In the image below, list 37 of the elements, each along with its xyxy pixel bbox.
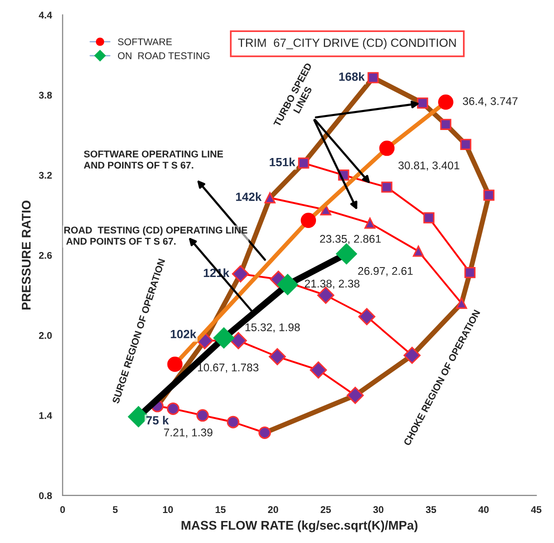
data-label: 7.21, 1.39: [164, 428, 212, 438]
data-label: 23.35, 2.861: [320, 234, 381, 244]
x-tick-label: 35: [426, 506, 436, 514]
y-tick-label: 1.4: [39, 412, 52, 419]
y-axis-title: PRESSURE RATIO: [22, 200, 31, 310]
series-label: 168k: [339, 72, 365, 81]
y-tick-label: 4.4: [38, 12, 52, 18]
x-tick-label: 15: [216, 506, 226, 514]
series-label: 142k: [236, 192, 262, 201]
y-tick-label: 3.2: [38, 172, 52, 179]
x-tick-label: 40: [478, 506, 489, 514]
data-label: 26.97, 2.61: [358, 267, 413, 276]
series-label: 151k: [270, 158, 296, 166]
annotation: ROAD TESTING (CD) OPERATING LINE AND POINTS OF T S 67.: [64, 226, 248, 245]
legend-label: SOFTWARE: [118, 38, 172, 46]
x-tick-label: 25: [320, 506, 331, 514]
data-label: 15.32, 1.98: [246, 323, 300, 333]
annotation: SOFTWARE OPERATING LINE AND POINTS OF T S 67.: [84, 150, 223, 169]
x-tick-label: 30: [373, 506, 384, 514]
text: TRIM 67_CITY DRIVE (CD) CONDITION: [238, 38, 456, 50]
series-label: 102k: [170, 330, 196, 338]
x-axis-title: MASS FLOW RATE (kg/sec.sqrt(K)/MPa): [182, 520, 418, 532]
y-tick-label: 2.0: [39, 332, 52, 339]
x-tick-label: 45: [531, 506, 542, 514]
x-tick-label: 5: [112, 506, 118, 514]
y-tick-label: 0.8: [39, 492, 52, 500]
x-tick-label: 10: [163, 506, 173, 514]
data-label: 10.67, 1.783: [198, 364, 258, 373]
data-label: 30.81, 3.401: [398, 161, 460, 171]
y-tick-label: 3.8: [38, 92, 52, 99]
x-tick-label: 20: [268, 506, 278, 514]
data-label: 21.38, 2.38: [304, 280, 360, 289]
legend-label: ON ROAD TESTING: [118, 52, 210, 60]
series-label: 75 k: [146, 416, 169, 424]
x-tick-label: 0: [60, 506, 65, 514]
data-label: 36.4, 3.747: [462, 97, 518, 106]
y-tick-label: 2.6: [39, 252, 52, 259]
